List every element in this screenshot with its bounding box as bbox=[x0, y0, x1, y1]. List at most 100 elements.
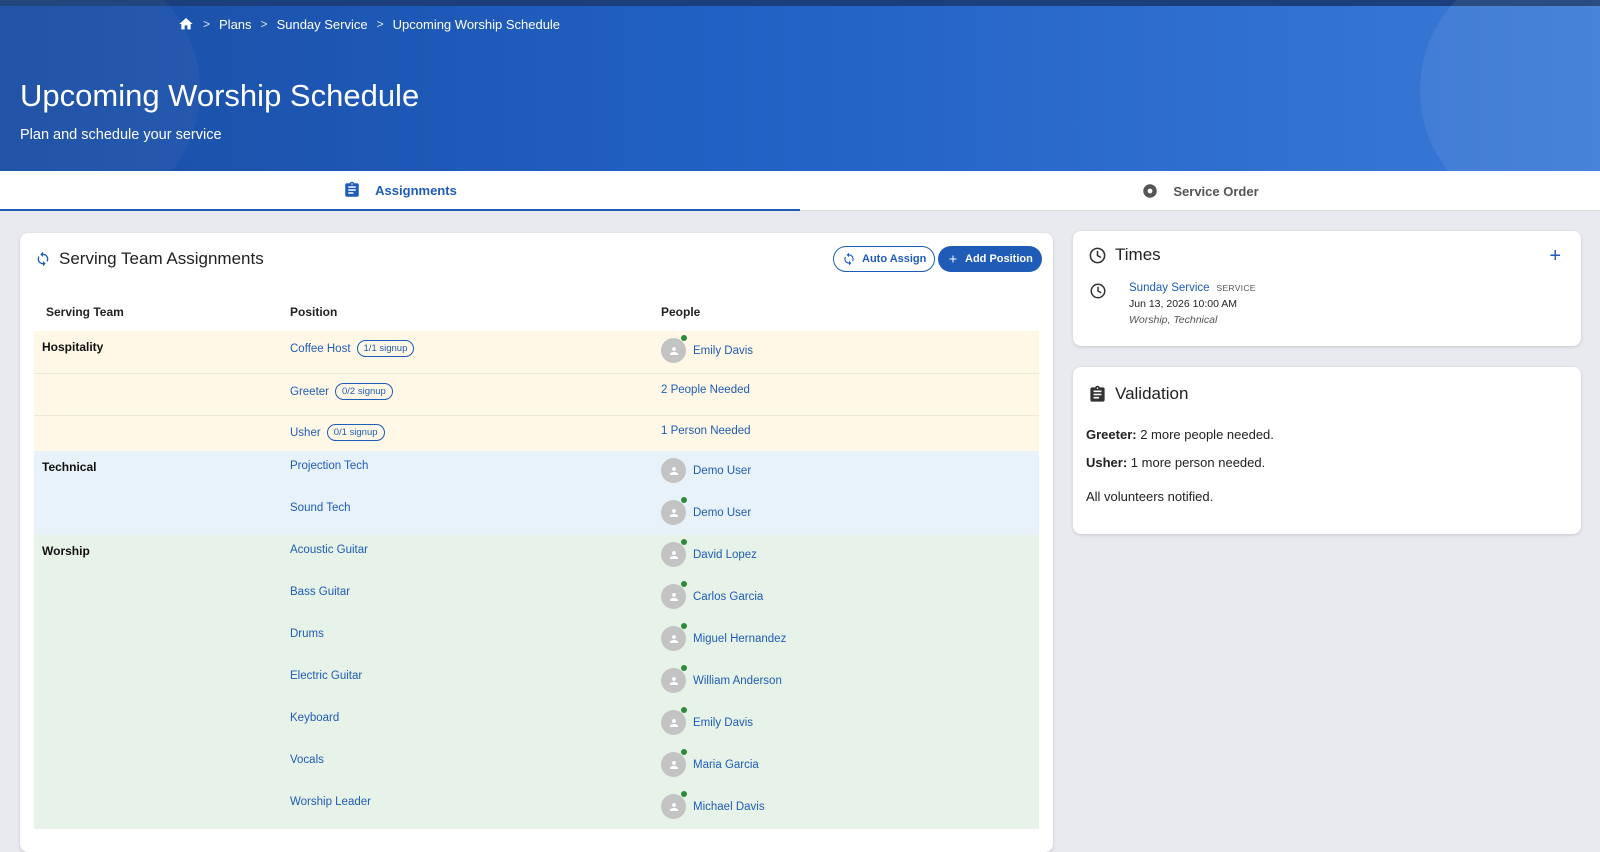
person-link[interactable]: Maria Garcia bbox=[661, 749, 759, 777]
table-row: Keyboard Emily Davis bbox=[34, 703, 1039, 745]
person-name: William Anderson bbox=[693, 674, 782, 687]
assignments-card: Serving Team Assignments Auto Assign Add… bbox=[20, 233, 1053, 852]
time-datetime: Jun 13, 2026 10:00 AM bbox=[1129, 298, 1237, 310]
table-row: Bass Guitar Carlos Garcia bbox=[34, 577, 1039, 619]
column-people: People bbox=[661, 305, 701, 319]
position-link[interactable]: Coffee Host 1/1 signup bbox=[290, 340, 415, 357]
people-needed-link[interactable]: 1 Person Needed bbox=[661, 425, 751, 437]
person-link[interactable]: David Lopez bbox=[661, 539, 757, 567]
validation-messages: Greeter: 2 more people needed. Usher: 1 … bbox=[1086, 427, 1274, 517]
person-name: Maria Garcia bbox=[693, 758, 759, 771]
tab-assignments[interactable]: Assignments bbox=[0, 171, 800, 211]
table-row: Drums Miguel Hernandez bbox=[34, 619, 1039, 661]
status-dot bbox=[681, 623, 687, 629]
position-link[interactable]: Acoustic Guitar bbox=[290, 544, 368, 556]
time-teams: Worship, Technical bbox=[1129, 314, 1218, 326]
validation-message: Usher: 1 more person needed. bbox=[1086, 455, 1266, 470]
status-dot bbox=[681, 335, 687, 341]
validation-title: Validation bbox=[1088, 384, 1188, 404]
person-icon bbox=[669, 592, 678, 601]
person-link[interactable]: Miguel Hernandez bbox=[661, 623, 787, 651]
avatar bbox=[661, 458, 686, 483]
table-header: Serving Team Position People bbox=[34, 296, 1039, 331]
assignments-title-text: Serving Team Assignments bbox=[59, 249, 264, 268]
person-icon bbox=[669, 802, 678, 811]
position-link[interactable]: Projection Tech bbox=[290, 460, 368, 472]
team-name: Hospitality bbox=[42, 340, 104, 354]
sync-icon bbox=[842, 252, 856, 266]
times-title-text: Times bbox=[1115, 245, 1161, 264]
person-name: Michael Davis bbox=[693, 800, 765, 813]
chevron-right-icon: > bbox=[260, 17, 268, 31]
column-serving-team: Serving Team bbox=[46, 305, 124, 319]
position-name: Usher bbox=[290, 426, 321, 439]
breadcrumb-plans[interactable]: Plans bbox=[219, 16, 252, 32]
time-type-tag: SERVICE bbox=[1216, 283, 1256, 293]
time-name-link[interactable]: Sunday Service bbox=[1129, 282, 1210, 294]
position-name: Drums bbox=[290, 628, 324, 640]
person-name: Miguel Hernandez bbox=[693, 632, 787, 645]
status-dot bbox=[681, 539, 687, 545]
table-row: Greeter 0/2 signup 2 People Needed bbox=[34, 373, 1039, 415]
person-name: Demo User bbox=[693, 506, 752, 519]
person-icon bbox=[669, 718, 678, 727]
position-name: Greeter bbox=[290, 385, 329, 398]
person-icon bbox=[669, 550, 678, 559]
position-name: Acoustic Guitar bbox=[290, 544, 368, 556]
avatar bbox=[661, 581, 687, 609]
position-name: Vocals bbox=[290, 754, 324, 766]
people-needed-link[interactable]: 2 People Needed bbox=[661, 384, 750, 396]
auto-assign-label: Auto Assign bbox=[862, 253, 927, 265]
position-link[interactable]: Electric Guitar bbox=[290, 670, 362, 682]
position-link[interactable]: Usher 0/1 signup bbox=[290, 424, 385, 441]
person-icon bbox=[669, 466, 678, 475]
person-name: Emily Davis bbox=[693, 344, 754, 357]
plus-icon bbox=[947, 253, 959, 265]
position-link[interactable]: Drums bbox=[290, 628, 324, 640]
table-row: Worship Leader Michael Davis bbox=[34, 787, 1039, 829]
position-link[interactable]: Keyboard bbox=[290, 712, 339, 724]
person-icon bbox=[669, 760, 678, 769]
person-icon bbox=[669, 346, 678, 355]
home-icon[interactable] bbox=[178, 16, 194, 32]
table-row: Worship Acoustic Guitar David Lopez bbox=[34, 535, 1039, 577]
validation-title-text: Validation bbox=[1115, 384, 1189, 403]
breadcrumb: > Plans > Sunday Service > Upcoming Wors… bbox=[178, 16, 560, 32]
person-link[interactable]: Emily Davis bbox=[661, 707, 754, 735]
add-position-button[interactable]: Add Position bbox=[938, 246, 1042, 272]
avatar bbox=[661, 623, 687, 651]
validation-card: Validation Greeter: 2 more people needed… bbox=[1073, 367, 1581, 534]
header-decoration bbox=[0, 0, 200, 171]
avatar bbox=[661, 749, 687, 777]
auto-assign-button[interactable]: Auto Assign bbox=[833, 246, 936, 272]
position-link[interactable]: Bass Guitar bbox=[290, 586, 350, 598]
breadcrumb-current: Upcoming Worship Schedule bbox=[392, 16, 561, 32]
position-link[interactable]: Vocals bbox=[290, 754, 324, 766]
position-link[interactable]: Sound Tech bbox=[290, 502, 351, 514]
position-link[interactable]: Greeter 0/2 signup bbox=[290, 383, 393, 400]
table-row: Hospitality Coffee Host 1/1 signup Emily… bbox=[34, 331, 1039, 373]
tab-service-order[interactable]: Service Order bbox=[800, 171, 1600, 211]
status-dot bbox=[681, 791, 687, 797]
status-dot bbox=[681, 707, 687, 713]
person-link[interactable]: Demo User bbox=[661, 497, 752, 525]
team-name: Technical bbox=[42, 460, 97, 474]
assignments-table-body: Hospitality Coffee Host 1/1 signup Emily… bbox=[34, 331, 1039, 829]
person-link[interactable]: Carlos Garcia bbox=[661, 581, 764, 609]
person-link[interactable]: William Anderson bbox=[661, 665, 782, 693]
person-link[interactable]: Demo User bbox=[661, 458, 751, 483]
position-name: Sound Tech bbox=[290, 502, 351, 514]
position-link[interactable]: Worship Leader bbox=[290, 796, 371, 808]
person-link[interactable]: Emily Davis bbox=[661, 335, 754, 363]
breadcrumb-sunday-service[interactable]: Sunday Service bbox=[276, 16, 368, 32]
table-row: Electric Guitar William Anderson bbox=[34, 661, 1039, 703]
status-dot bbox=[681, 497, 687, 503]
person-name: Emily Davis bbox=[693, 716, 754, 729]
person-name: Carlos Garcia bbox=[693, 590, 764, 603]
avatar bbox=[661, 335, 687, 363]
add-time-button[interactable]: + bbox=[1549, 245, 1561, 267]
chevron-right-icon: > bbox=[376, 17, 384, 31]
table-row: Technical Projection Tech Demo User bbox=[34, 451, 1039, 493]
table-row: Sound Tech Demo User bbox=[34, 493, 1039, 535]
person-link[interactable]: Michael Davis bbox=[661, 791, 765, 819]
